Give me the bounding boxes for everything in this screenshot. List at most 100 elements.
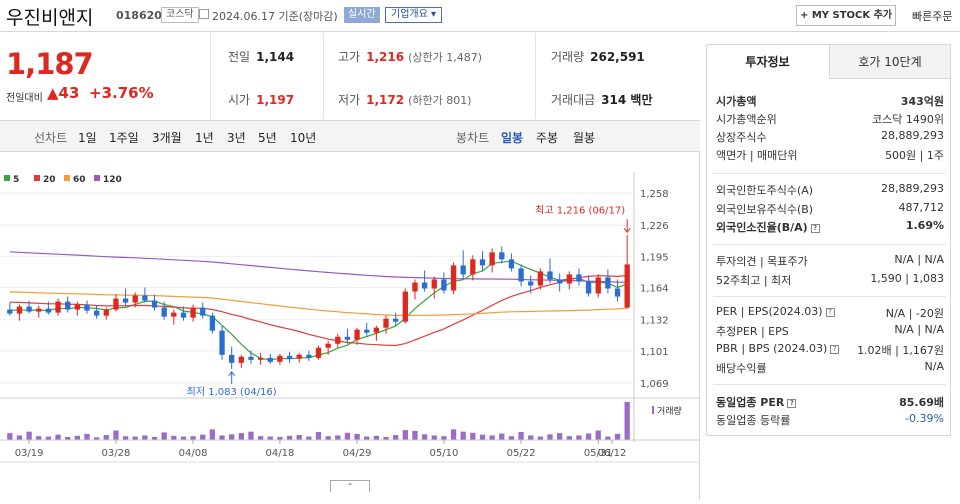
my-stock-add-button[interactable]: + MY STOCK 추가 (796, 5, 896, 26)
stock-header: 우진비앤지 018620 코스닥 2024.06.17 기준(장마감) 실시간 … (0, 0, 960, 32)
info-label: 배당수익률 (716, 362, 767, 375)
ma-legend-swatch (4, 175, 10, 181)
info-row: 시가총액 343억원 (716, 93, 944, 111)
realtime-button[interactable]: 실시간 (344, 7, 380, 23)
low-arrow (228, 371, 236, 384)
candle-body (605, 277, 611, 289)
ma-legend-label: 20 (43, 175, 56, 185)
info-row: 배당수익률 N/A (716, 360, 944, 378)
info-row: 투자의견 | 목표주가 N/A | N/A (716, 253, 944, 271)
tab-orderbook-10[interactable]: 호가 10단계 (829, 45, 950, 79)
volume-bar (122, 436, 129, 440)
candle-body (335, 336, 341, 344)
candle-body (566, 274, 572, 284)
candle-body (200, 307, 206, 316)
period-3y[interactable]: 3년 (227, 131, 246, 145)
x-tick-label: 04/29 (343, 448, 372, 459)
candle-body (479, 259, 486, 266)
panel-divider (713, 296, 946, 297)
candle-weekly[interactable]: 주봉 (536, 131, 559, 145)
investment-info-panel: 투자정보 호가 10단계 시가총액 343억원 시가총액순위 코스닥 1490위 상장주… (706, 44, 951, 436)
info-value: N/A | N/A (894, 253, 944, 266)
volume-bar (55, 434, 61, 440)
candle-body (142, 295, 148, 301)
volume-bar (412, 430, 418, 440)
volume-bar (605, 436, 611, 440)
help-icon[interactable]: ? (830, 345, 840, 354)
y-tick-label: 1,101 (640, 347, 669, 358)
y-tick-label: 1,132 (640, 316, 669, 327)
period-10y[interactable]: 10년 (290, 131, 317, 145)
panel-divider (713, 244, 946, 245)
x-tick-label: 03/19 (15, 448, 44, 459)
candle-body (518, 268, 524, 282)
candle-chart-label: 봉차트 (456, 131, 490, 145)
info-label: 외국인소진율(B/A)? (716, 219, 820, 235)
candle-body (65, 301, 71, 310)
candle-body (55, 301, 61, 313)
volume-bar (431, 435, 437, 440)
candle-body (229, 354, 235, 363)
info-row: 상장주식수 28,889,293 (716, 129, 944, 147)
quick-order-link[interactable]: 빠른주문 (912, 10, 953, 23)
period-5y[interactable]: 5년 (258, 131, 277, 145)
company-overview-dropdown[interactable]: 기업개요 ▾ (385, 7, 442, 23)
candle-daily[interactable]: 일봉 (501, 131, 524, 145)
candle-body (26, 306, 32, 312)
volume-bar (421, 434, 428, 440)
volume-bar (315, 432, 322, 440)
help-icon[interactable]: ? (787, 399, 797, 408)
open-value: 1,197 (256, 93, 295, 107)
candle-body (132, 295, 138, 303)
candle-body (470, 259, 476, 275)
candle-body (171, 312, 177, 317)
y-tick-label: 1,069 (640, 379, 669, 390)
candle-body (113, 298, 119, 310)
volume-bar (200, 434, 206, 440)
base-date: 2024.06.17 기준(장마감) (212, 10, 338, 23)
info-value: 487,712 (898, 201, 945, 214)
volume-bar (142, 435, 148, 440)
period-1w[interactable]: 1주일 (109, 131, 139, 145)
volume-bar (537, 436, 544, 440)
candle-body (402, 291, 408, 322)
help-icon[interactable]: ? (825, 308, 835, 317)
candle-body (151, 300, 158, 308)
candle-body (499, 252, 505, 260)
tab-investment-info[interactable]: 투자정보 (707, 45, 828, 79)
collapse-toggle[interactable]: ⌃ (330, 480, 370, 492)
ma-legend-label: 5 (13, 175, 19, 185)
info-label: 외국인한도주식수(A) (716, 184, 814, 197)
candle-body (354, 329, 360, 340)
volume-bar (614, 433, 621, 440)
y-tick-label: 1,164 (640, 283, 669, 294)
info-value: 28,889,293 (881, 182, 944, 195)
info-row: 외국인소진율(B/A)? 1.69% (716, 219, 944, 237)
line-chart-label: 선차트 (34, 131, 68, 145)
volume-bar (267, 436, 273, 440)
volume-bar (450, 429, 457, 440)
help-icon[interactable]: ? (810, 224, 820, 233)
volume-bar (325, 436, 331, 440)
volume-bar (335, 435, 341, 440)
candle-body (74, 304, 80, 310)
x-tick-label: 05/31 (584, 448, 613, 459)
ma-legend-swatch (34, 175, 40, 181)
volume-label: 거래량 (657, 405, 682, 417)
candle-body (557, 279, 563, 284)
candle-monthly[interactable]: 월봉 (573, 131, 596, 145)
price-chart-area: 5 20 60 120 1,258 1,226 1,195 1,164 1,132 1,101 1,… (0, 152, 700, 500)
volume-bar (479, 434, 486, 440)
info-row: 동일업종 PER? 85.69배 (716, 394, 944, 412)
info-value: 85.69배 (899, 396, 944, 409)
period-1d[interactable]: 1일 (78, 131, 97, 145)
y-tick-label: 1,195 (640, 252, 669, 263)
volume-bar (180, 436, 187, 440)
period-1y[interactable]: 1년 (195, 131, 214, 145)
info-row: 액면가 | 매매단위 500원 | 1주 (716, 147, 944, 165)
volume-bar (161, 432, 167, 440)
volume-bar (26, 431, 32, 440)
candle-body (614, 288, 621, 297)
info-value: N/A | -20원 (885, 307, 944, 320)
period-3m[interactable]: 3개월 (152, 131, 182, 145)
